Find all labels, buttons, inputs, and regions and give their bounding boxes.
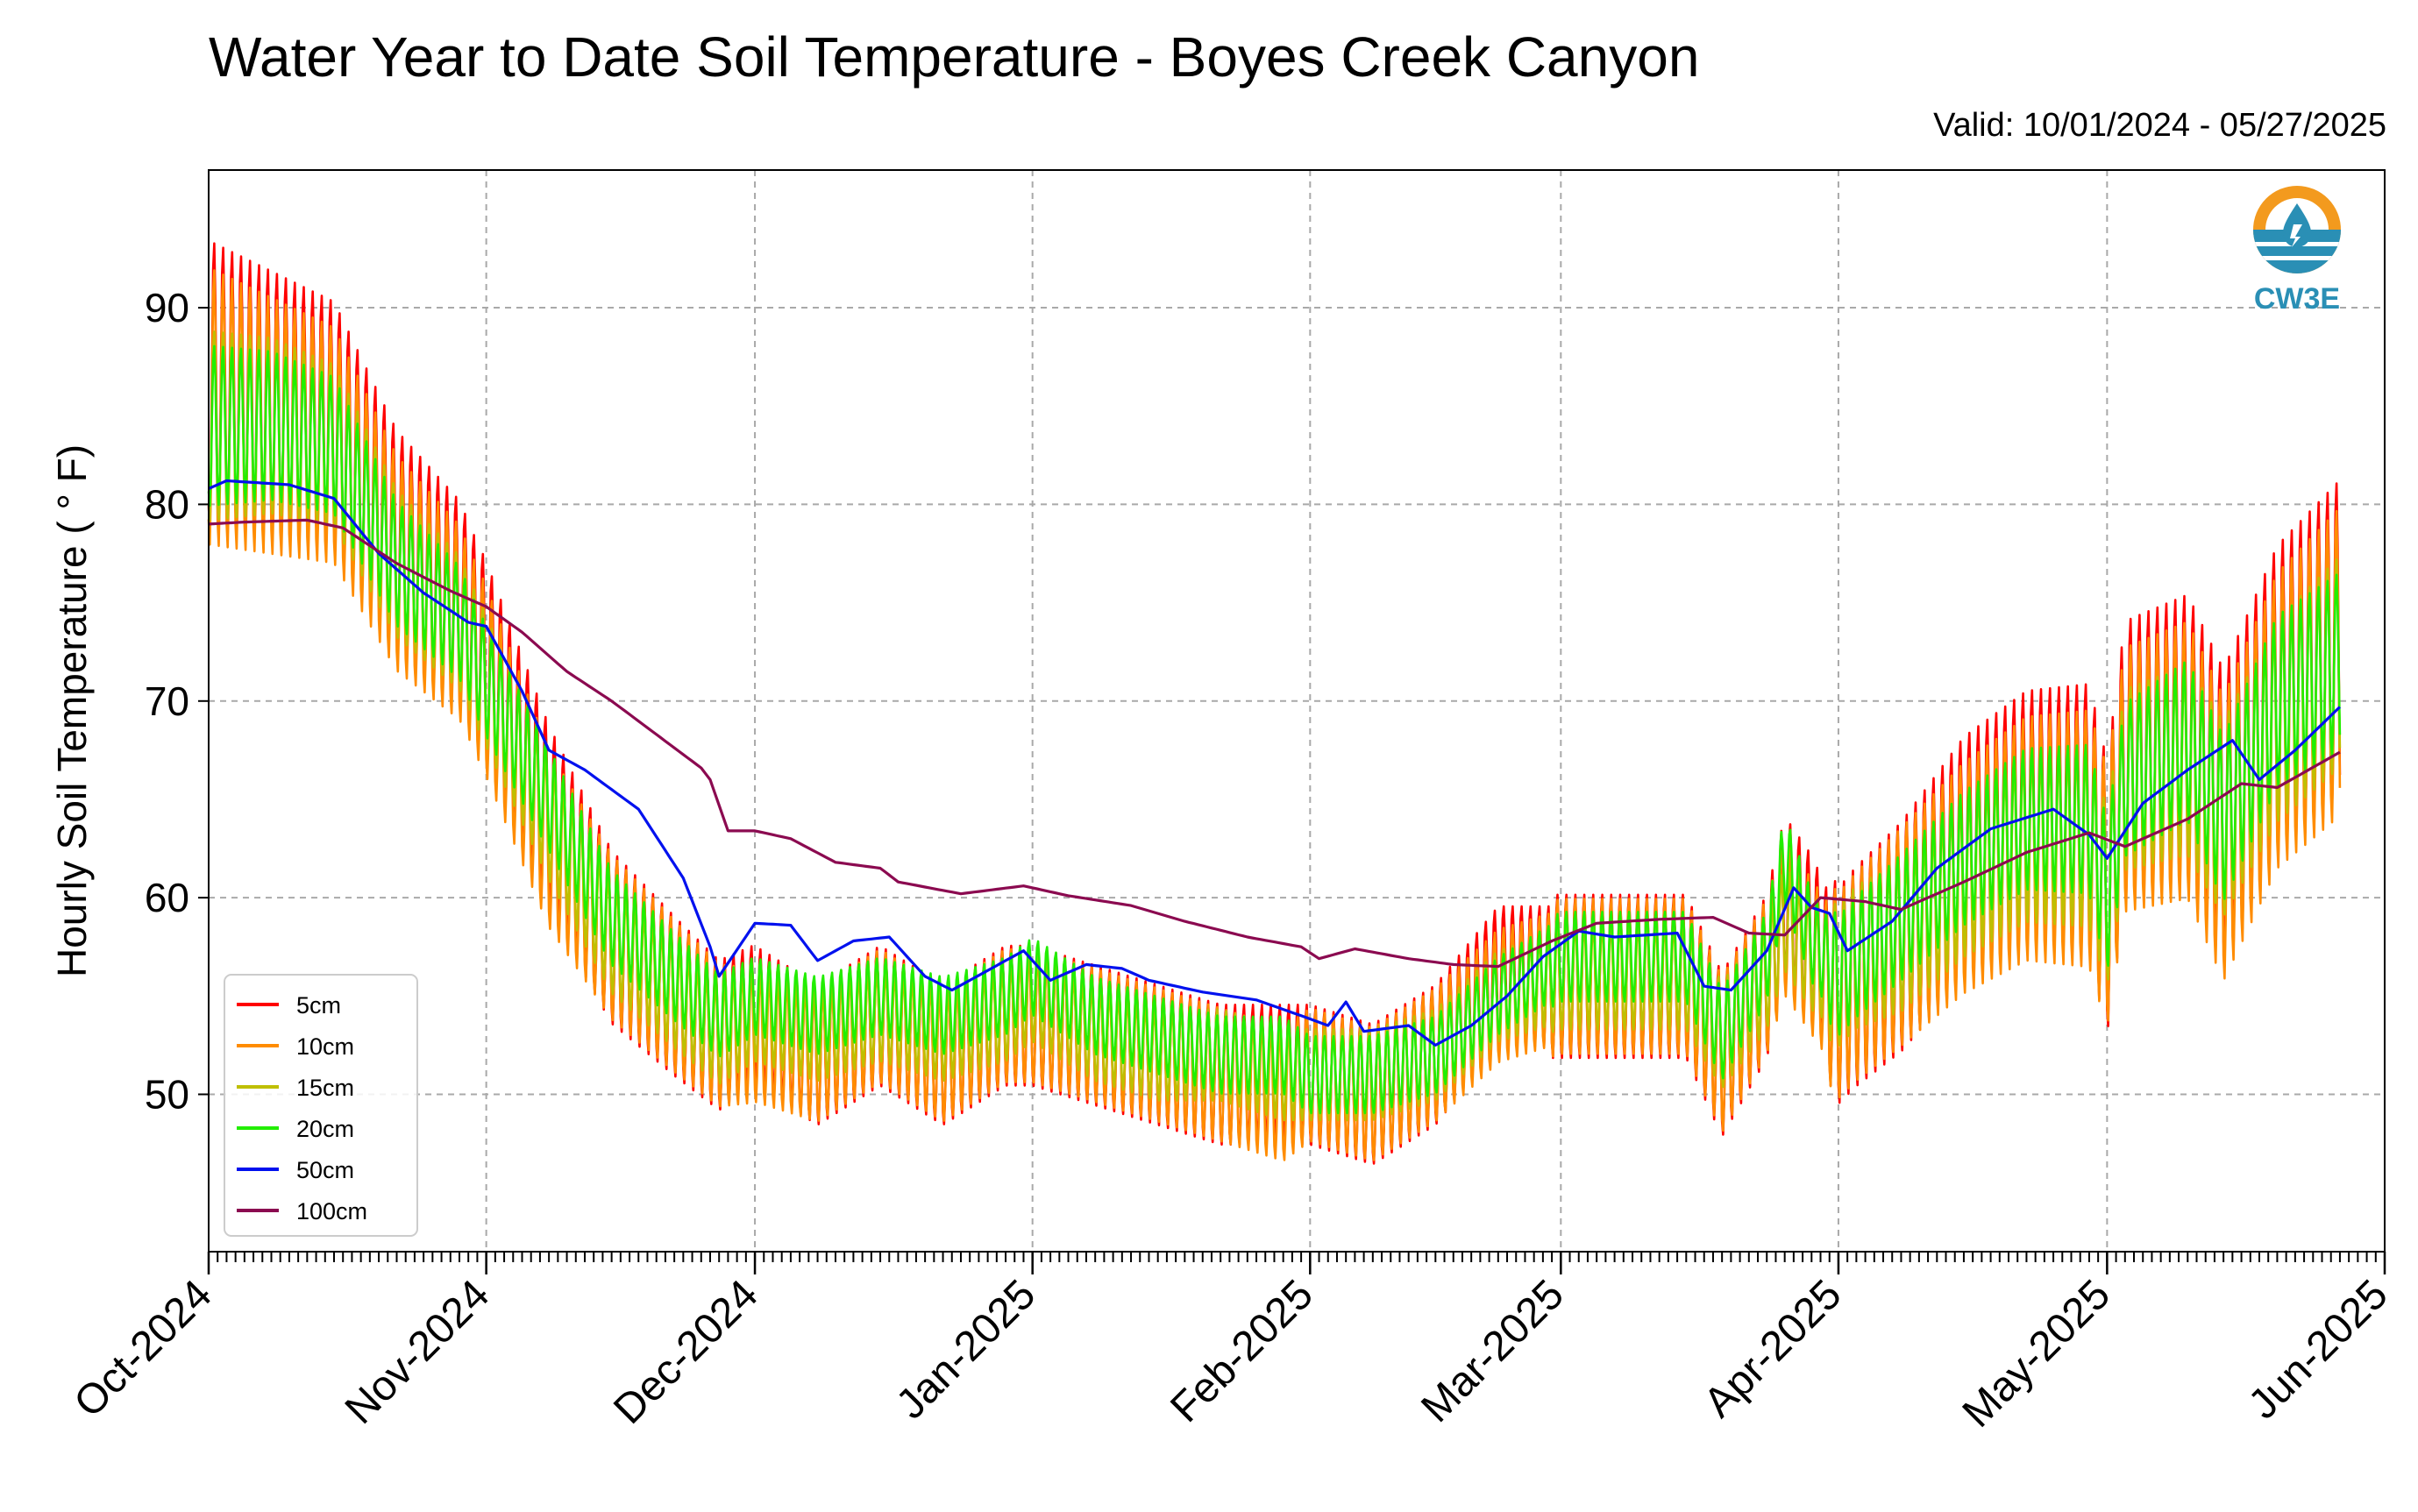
x-tick-label: Jun-2025	[2240, 1271, 2397, 1428]
series-line-50cm	[208, 479, 2342, 1047]
valid-date-range: Valid: 10/01/2024 - 05/27/2025	[1933, 107, 2386, 144]
legend-label-10cm: 10cm	[296, 1033, 354, 1060]
x-tick-label: Apr-2025	[1696, 1271, 1851, 1426]
x-tick-label: Mar-2025	[1412, 1271, 1573, 1431]
legend-label-20cm: 20cm	[296, 1116, 354, 1142]
y-tick-label: 80	[145, 481, 189, 527]
x-tick-label: May-2025	[1954, 1271, 2119, 1436]
legend-label-15cm: 15cm	[296, 1075, 354, 1101]
y-tick-label: 90	[145, 285, 189, 330]
series-line-100cm	[208, 518, 2341, 969]
x-tick-label: Jan-2025	[887, 1271, 1044, 1428]
logo-text: CW3E	[2254, 282, 2340, 316]
x-tick-label: Oct-2024	[66, 1271, 221, 1426]
cw3e-logo: CW3E	[2253, 186, 2341, 316]
y-tick-label: 50	[145, 1072, 189, 1118]
legend-label-5cm: 5cm	[296, 992, 341, 1019]
y-tick-label: 70	[145, 678, 189, 724]
y-axis-label: Hourly Soil Temperature ( ° F)	[49, 444, 95, 977]
x-tick-label: Nov-2024	[337, 1271, 499, 1433]
x-tick-label: Dec-2024	[605, 1271, 767, 1433]
y-tick-label: 60	[145, 875, 189, 920]
legend-label-50cm: 50cm	[296, 1157, 354, 1183]
series-line-20cm	[207, 344, 2342, 1115]
legend-label-100cm: 100cm	[296, 1198, 367, 1225]
series-layer	[207, 242, 2342, 1165]
chart-title: Water Year to Date Soil Temperature - Bo…	[209, 25, 1700, 89]
plot-frame	[208, 169, 2386, 1253]
x-tick-label: Feb-2025	[1162, 1271, 1322, 1431]
axis-ticks	[198, 307, 2386, 1274]
legend[interactable]: 5cm 10cm 15cm 20cm 50cm 100cm	[224, 974, 418, 1237]
